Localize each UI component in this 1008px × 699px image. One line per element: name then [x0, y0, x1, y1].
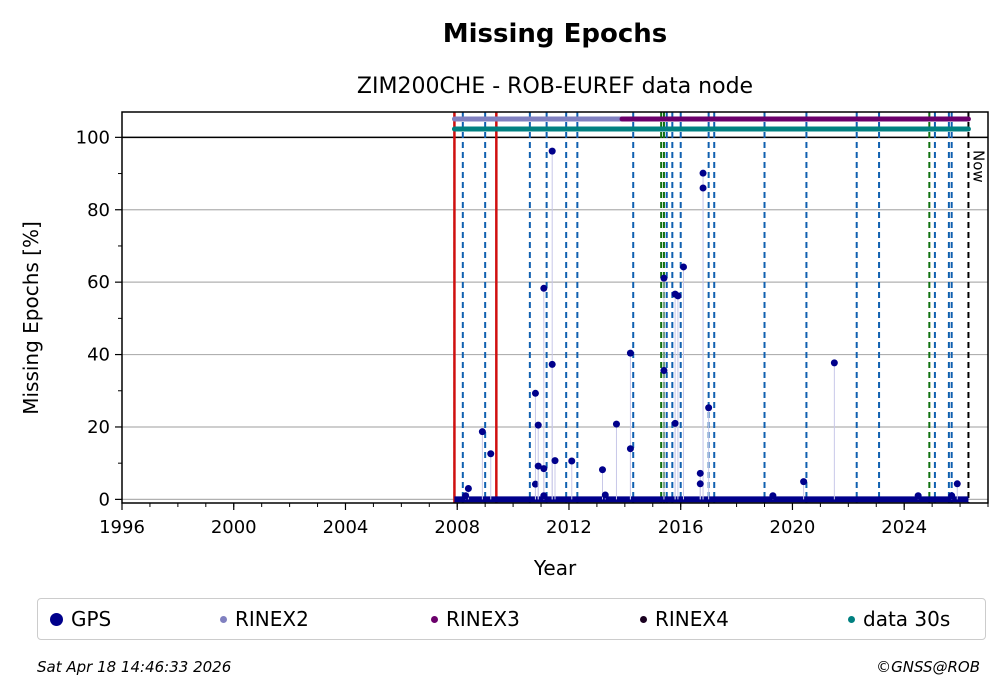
- data-30s-marker-icon: [848, 615, 855, 623]
- gps-point: [626, 349, 634, 357]
- gps-point: [671, 419, 679, 427]
- x-tick-label: 2000: [211, 517, 257, 538]
- gps-point: [568, 457, 576, 465]
- gps-point: [696, 469, 704, 477]
- plot-frame: [121, 111, 989, 504]
- footer-copyright: ©GNSS@ROB: [876, 658, 980, 676]
- legend-entry-gps: GPS: [50, 599, 111, 639]
- gps-point: [601, 491, 609, 499]
- missing-epochs-chart: Missing Epochs ZIM200CHE - ROB-EUREF dat…: [19, 19, 989, 580]
- gps-point: [680, 263, 688, 271]
- gps-point: [674, 292, 682, 300]
- chart-title: Missing Epochs: [443, 19, 667, 49]
- legend-label: RINEX3: [446, 607, 520, 631]
- x-tick-label: 2012: [546, 517, 592, 538]
- gps-point: [478, 428, 486, 436]
- gps-point: [830, 359, 838, 367]
- legend-entry-rinex4: RINEX4: [640, 599, 729, 639]
- gps-point: [660, 274, 668, 282]
- gps-point: [948, 492, 956, 500]
- gps-point: [540, 465, 548, 473]
- gps-point: [696, 480, 704, 488]
- gps-point: [548, 360, 556, 368]
- gps-point: [487, 450, 495, 458]
- gps-point: [699, 169, 707, 177]
- gps-point: [464, 485, 472, 493]
- legend-label: RINEX4: [655, 607, 729, 631]
- rinex3-marker-icon: [431, 615, 438, 623]
- gps-point: [531, 389, 539, 397]
- gps-point: [598, 466, 606, 474]
- y-tick-label: 20: [87, 417, 110, 438]
- gps-point: [534, 462, 542, 470]
- gps-point: [540, 492, 548, 500]
- legend-label: GPS: [71, 607, 112, 631]
- legend-entry-rinex3: RINEX3: [431, 599, 520, 639]
- gps-point: [534, 421, 542, 429]
- plot-area: Now 1996 2000 2004 2008 2012 2016 2020 2024 0 20 40…: [76, 111, 989, 538]
- y-tick-label: 80: [87, 200, 110, 221]
- chart-subtitle: ZIM200CHE - ROB-EUREF data node: [357, 74, 753, 99]
- gps-point: [914, 492, 922, 500]
- rinex4-marker-icon: [640, 615, 647, 623]
- y-tick-label: 60: [87, 272, 110, 293]
- x-tick-label: 2024: [881, 517, 927, 538]
- gps-point: [660, 366, 668, 374]
- x-tick-label: 2008: [434, 517, 480, 538]
- gps-point: [612, 420, 620, 428]
- gps-point: [699, 184, 707, 192]
- y-tick-label: 100: [76, 127, 110, 148]
- gps-point: [800, 478, 808, 486]
- legend-entry-data-30s: data 30s: [848, 599, 950, 639]
- x-tick-label: 2004: [323, 517, 369, 538]
- now-label: Now: [969, 150, 987, 183]
- legend-label: RINEX2: [235, 607, 309, 631]
- x-tick-label: 1996: [99, 517, 145, 538]
- legend: GPS RINEX2 RINEX3 RINEX4 data 30s: [37, 598, 986, 640]
- gps-point: [769, 492, 777, 500]
- gps-point: [551, 457, 559, 465]
- gps-point: [705, 404, 713, 412]
- legend-label: data 30s: [863, 607, 951, 631]
- legend-entry-rinex2: RINEX2: [220, 599, 309, 639]
- gps-point: [953, 480, 961, 488]
- gps-point: [531, 480, 539, 488]
- gps-point: [548, 147, 556, 155]
- rinex2-marker-icon: [220, 615, 227, 623]
- footer-timestamp: Sat Apr 18 14:46:33 2026: [37, 658, 232, 676]
- gps-marker-icon: [50, 612, 63, 626]
- x-tick-label: 2020: [770, 517, 816, 538]
- gps-point: [540, 284, 548, 292]
- gps-point: [462, 492, 470, 500]
- x-axis-label: Year: [533, 556, 577, 580]
- gps-point: [626, 445, 634, 453]
- y-tick-label: 0: [99, 489, 110, 510]
- y-axis-label: Missing Epochs [%]: [19, 221, 43, 415]
- y-tick-label: 40: [87, 345, 110, 366]
- x-tick-label: 2016: [658, 517, 704, 538]
